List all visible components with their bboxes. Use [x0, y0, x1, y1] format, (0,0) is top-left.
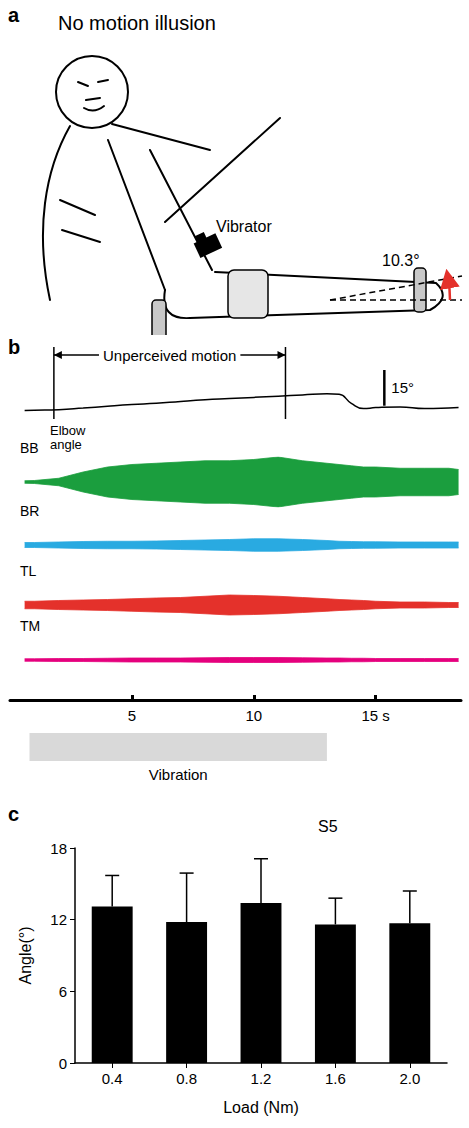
svg-text:Vibrator: Vibrator	[216, 218, 272, 235]
svg-text:TL: TL	[20, 563, 37, 579]
svg-text:Vibration: Vibration	[149, 766, 208, 783]
svg-text:BR: BR	[20, 503, 39, 519]
svg-text:6: 6	[59, 983, 67, 1000]
svg-text:0: 0	[59, 1055, 67, 1072]
svg-text:TM: TM	[20, 618, 40, 634]
svg-text:S5: S5	[318, 818, 338, 835]
svg-text:1.2: 1.2	[251, 1070, 272, 1087]
svg-text:Angle(°): Angle(°)	[17, 927, 34, 985]
svg-text:10.3°: 10.3°	[382, 252, 420, 269]
svg-text:Load (Nm): Load (Nm)	[223, 1099, 299, 1116]
svg-text:5: 5	[128, 707, 136, 724]
svg-text:10: 10	[245, 707, 262, 724]
svg-text:12: 12	[50, 911, 67, 928]
svg-text:angle: angle	[50, 437, 82, 452]
svg-text:0.8: 0.8	[176, 1070, 197, 1087]
svg-text:BB: BB	[20, 440, 39, 456]
svg-text:a: a	[8, 4, 20, 26]
svg-text:c: c	[8, 803, 19, 825]
svg-text:b: b	[8, 336, 20, 358]
svg-text:1.6: 1.6	[325, 1070, 346, 1087]
svg-text:Unperceived motion: Unperceived motion	[103, 347, 236, 364]
svg-text:15 s: 15 s	[361, 707, 389, 724]
svg-text:15°: 15°	[391, 379, 414, 396]
svg-text:Elbow: Elbow	[50, 423, 86, 438]
svg-text:0.4: 0.4	[102, 1070, 123, 1087]
svg-text:2.0: 2.0	[399, 1070, 420, 1087]
svg-text:No motion illusion: No motion illusion	[58, 12, 216, 34]
svg-text:18: 18	[50, 840, 67, 857]
